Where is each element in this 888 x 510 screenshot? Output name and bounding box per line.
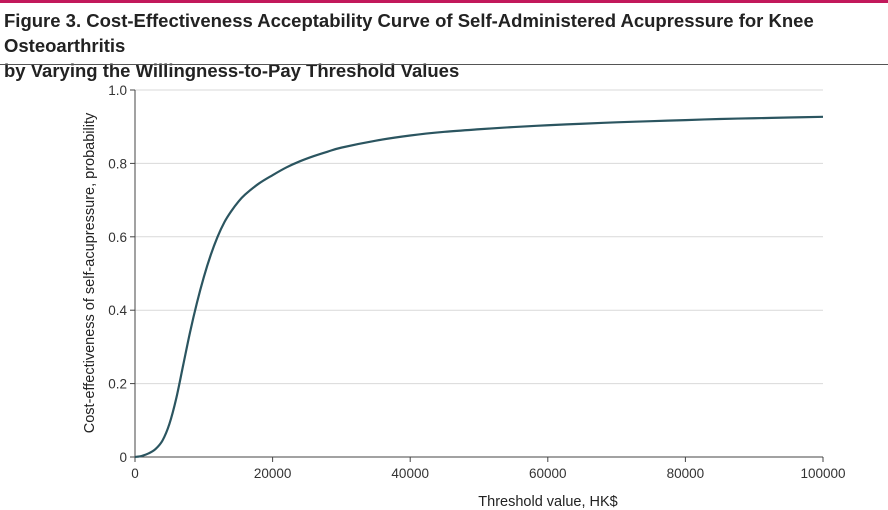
y-axis-title: Cost-effectiveness of self-acupressure, …	[82, 112, 98, 433]
axis-layer	[134, 90, 823, 458]
top-accent-rule	[0, 0, 888, 3]
y-tick-label-1: 0.2	[108, 377, 127, 392]
y-tick-label-2: 0.4	[108, 303, 127, 318]
y-tick-label-0: 0	[119, 450, 127, 465]
x-axis-title: Threshold value, HK$	[478, 494, 617, 510]
grid-layer	[135, 89, 823, 385]
x-tick-label-3: 60000	[529, 466, 567, 481]
figure-title-line-1: Figure 3. Cost-Effectiveness Acceptabili…	[4, 10, 814, 56]
series-layer	[134, 115, 824, 459]
x-tick-label-1: 20000	[254, 466, 292, 481]
x-tick-label-0: 0	[131, 466, 139, 481]
figure-title-line-2: by Varying the Willingness-to-Pay Thresh…	[4, 60, 460, 81]
x-tick-label-2: 40000	[391, 466, 429, 481]
tick-layer: 0 0.2 0.4 0.6 0.8 1.0 0 20000 40000 60000 80000 100…	[108, 83, 845, 481]
title-divider	[0, 64, 888, 65]
y-tick-label-3: 0.6	[108, 230, 127, 245]
x-tick-label-4: 80000	[667, 466, 705, 481]
figure-title: Figure 3. Cost-Effectiveness Acceptabili…	[4, 8, 884, 83]
x-tick-label-5: 100000	[800, 466, 845, 481]
y-tick-label-4: 0.8	[108, 156, 127, 171]
ceac-series-line-0	[134, 115, 824, 459]
y-tick-label-5: 1.0	[108, 83, 127, 98]
